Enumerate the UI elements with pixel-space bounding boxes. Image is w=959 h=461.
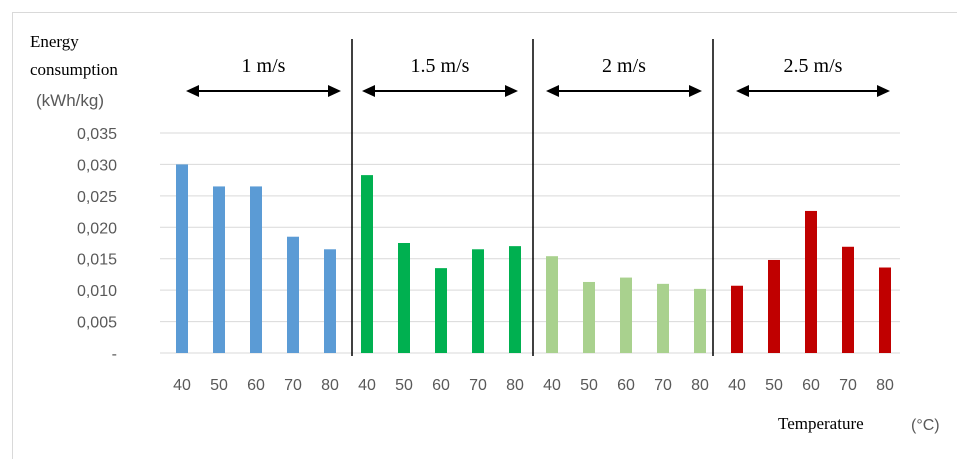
bar [768, 259, 780, 353]
x-tick-label: 80 [506, 377, 524, 394]
x-axis-unit: (°C) [911, 417, 940, 434]
y-tick-label: 0,030 [77, 157, 117, 174]
bar [842, 246, 854, 353]
x-tick-label: 40 [543, 377, 561, 394]
speed-label: 1 m/s [242, 55, 286, 77]
group-separators [351, 39, 714, 356]
y-tick-labels: 0,035 0,030 0,025 0,020 0,015 0,010 0,005 - [77, 126, 117, 363]
bar [805, 210, 817, 353]
x-tick-label: 40 [358, 377, 376, 394]
bars [176, 164, 891, 353]
x-tick-label: 70 [284, 377, 302, 394]
bar [731, 285, 743, 353]
bar [435, 268, 447, 353]
y-axis-label-line-3: (kWh/kg) [36, 91, 104, 110]
x-tick-label: 60 [617, 377, 635, 394]
arrowhead-left [362, 85, 375, 97]
x-tick-label: 80 [691, 377, 709, 394]
bar [879, 267, 891, 353]
x-tick-label: 70 [654, 377, 672, 394]
speed-label: 2 m/s [602, 55, 646, 77]
x-tick-label: 70 [839, 377, 857, 394]
y-axis-label-line-2: consumption [30, 60, 118, 79]
bar [657, 283, 669, 353]
y-tick-label: 0,005 [77, 315, 117, 332]
bar [176, 164, 188, 353]
y-tick-label: 0,025 [77, 189, 117, 206]
x-tick-label: 50 [395, 377, 413, 394]
y-tick-label: 0,010 [77, 283, 117, 300]
arrowhead-right [505, 85, 518, 97]
bar [250, 186, 262, 353]
bar [509, 246, 521, 353]
y-tick-label: 0,035 [77, 126, 117, 143]
x-tick-label: 50 [765, 377, 783, 394]
bar [324, 249, 336, 353]
arrowhead-right [689, 85, 702, 97]
x-tick-label: 50 [210, 377, 228, 394]
x-tick-label: 80 [876, 377, 894, 394]
bar [213, 186, 225, 353]
arrowhead-left [546, 85, 559, 97]
arrowhead-right [877, 85, 890, 97]
bar [546, 256, 558, 353]
x-tick-label: 60 [247, 377, 265, 394]
bar [472, 249, 484, 353]
arrowhead-left [186, 85, 199, 97]
arrowhead-left [736, 85, 749, 97]
speed-label: 1.5 m/s [411, 55, 470, 77]
speed-label: 2.5 m/s [784, 55, 843, 77]
gridlines [160, 132, 900, 354]
x-tick-label: 70 [469, 377, 487, 394]
x-tick-labels: 40 50 60 70 80 40 50 60 70 80 40 50 60 70 80 40 50 60 70 80 [173, 377, 894, 394]
arrowhead-right [328, 85, 341, 97]
y-tick-label: - [112, 346, 117, 363]
bar [583, 281, 595, 353]
y-tick-label: 0,020 [77, 220, 117, 237]
x-axis-title: Temperature [778, 414, 864, 433]
bar [398, 243, 410, 353]
y-tick-label: 0,015 [77, 252, 117, 269]
chart-frame [12, 12, 957, 459]
x-tick-label: 40 [728, 377, 746, 394]
bar [287, 236, 299, 353]
x-tick-label: 80 [321, 377, 339, 394]
bar [620, 277, 632, 353]
speed-arrows: 1 m/s 1.5 m/s 2 m/s 2.5 m/s [186, 55, 890, 97]
bar [694, 288, 706, 353]
x-tick-label: 60 [802, 377, 820, 394]
x-tick-label: 50 [580, 377, 598, 394]
x-tick-label: 40 [173, 377, 191, 394]
x-tick-label: 60 [432, 377, 450, 394]
y-axis-label-line-1: Energy [30, 32, 79, 51]
bar [361, 175, 373, 353]
